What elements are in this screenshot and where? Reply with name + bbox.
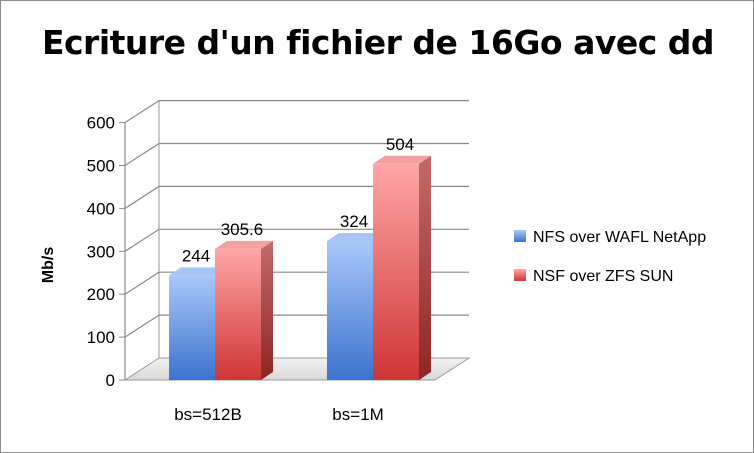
bar-side	[261, 240, 273, 380]
legend-swatch	[514, 269, 526, 281]
bar-top	[169, 267, 227, 276]
chart-title: Ecriture d'un fichier de 16Go avec dd	[41, 23, 715, 62]
bar-top	[327, 233, 385, 242]
data-label: 305.6	[221, 220, 264, 239]
y-tick-label: 200	[87, 285, 115, 304]
category-label: bs=512B	[174, 405, 242, 424]
gridline	[124, 142, 469, 167]
y-axis-title: Mb/s	[40, 247, 57, 284]
data-label: 324	[340, 212, 368, 231]
bar-top	[373, 155, 431, 164]
legend-entry: NFS over WAFL NetApp	[533, 229, 706, 246]
bar	[215, 248, 261, 380]
y-tick-label: 100	[87, 328, 115, 347]
gridline	[124, 228, 469, 252]
legend-swatch	[514, 230, 526, 242]
legend-entry: NSF over ZFS SUN	[533, 268, 673, 285]
bar	[169, 275, 215, 380]
bar	[327, 241, 373, 380]
y-tick-label: 500	[87, 157, 115, 176]
bar	[373, 163, 419, 380]
y-tick-label: 0	[106, 371, 115, 390]
data-label: 504	[386, 135, 414, 154]
bar-top	[215, 240, 273, 249]
y-tick-label: 600	[87, 114, 115, 133]
y-tick-label: 400	[87, 199, 115, 218]
bar-side	[419, 155, 431, 380]
data-label: 244	[182, 246, 210, 265]
y-tick-label: 300	[87, 242, 115, 261]
gridline	[124, 185, 469, 209]
gridline	[124, 99, 469, 124]
category-label: bs=1M	[332, 405, 384, 424]
